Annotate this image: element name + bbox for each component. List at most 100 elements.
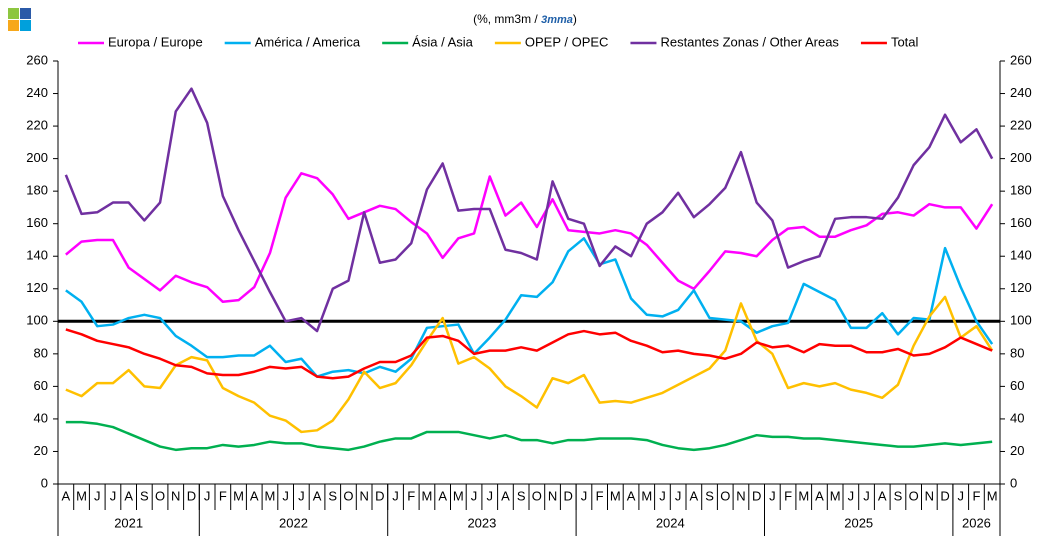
x-tick-label: O	[343, 488, 353, 503]
y-tick-label: 180	[26, 183, 48, 198]
x-tick-label: M	[265, 488, 276, 503]
x-tick-label: F	[219, 488, 227, 503]
x-tick-label: O	[532, 488, 542, 503]
x-tick-label: A	[501, 488, 510, 503]
x-tick-label: J	[848, 488, 855, 503]
x-tick-label: S	[894, 488, 903, 503]
y-tick-label: 80	[34, 345, 48, 360]
y-tick-label: 220	[26, 118, 48, 133]
y2-tick-label: 20	[1010, 443, 1024, 458]
y-tick-label: 240	[26, 85, 48, 100]
subtitle-emphasis: 3mma	[541, 14, 573, 26]
y2-tick-label: 140	[1010, 248, 1032, 263]
y-tick-label: 160	[26, 215, 48, 230]
x-tick-label: M	[641, 488, 652, 503]
y2-tick-label: 260	[1010, 52, 1032, 67]
y2-tick-label: 200	[1010, 150, 1032, 165]
x-tick-label: M	[422, 488, 433, 503]
series-line	[65, 420, 993, 452]
x-tick-label: M	[987, 488, 998, 503]
y2-tick-label: 160	[1010, 215, 1032, 230]
x-tick-label: S	[705, 488, 714, 503]
y2-tick-label: 60	[1010, 378, 1024, 393]
series-line	[65, 172, 994, 304]
subtitle-end: )	[573, 12, 577, 26]
group-label: 2025	[844, 515, 873, 530]
x-tick-label: A	[438, 488, 447, 503]
y2-tick-label: 180	[1010, 183, 1032, 198]
x-tick-label: O	[909, 488, 919, 503]
legend: Europa / Europe América / America Ásia / A…	[78, 34, 919, 49]
y2-tick-label: 220	[1010, 118, 1032, 133]
x-tick-label: N	[359, 488, 368, 503]
y2-tick-label: 40	[1010, 410, 1024, 425]
legend-label: Europa / Europe	[108, 34, 203, 49]
legend-label: Restantes Zonas / Other Areas	[660, 34, 839, 49]
x-tick-label: J	[94, 488, 101, 503]
y-tick-label: 40	[34, 410, 48, 425]
group-label: 2023	[467, 515, 496, 530]
y2-tick-label: 80	[1010, 345, 1024, 360]
x-tick-label: N	[925, 488, 934, 503]
y-tick-label: 120	[26, 280, 48, 295]
y2-tick-label: 0	[1010, 475, 1017, 490]
x-tick-label: F	[596, 488, 604, 503]
x-tick-label: O	[155, 488, 165, 503]
x-tick-label: A	[690, 488, 699, 503]
y2-tick-label: 120	[1010, 280, 1032, 295]
x-tick-label: D	[564, 488, 573, 503]
x-tick-label: M	[453, 488, 464, 503]
y-tick-label: 0	[41, 475, 48, 490]
x-tick-label: D	[375, 488, 384, 503]
x-tick-label: N	[548, 488, 557, 503]
x-tick-label: S	[328, 488, 337, 503]
legend-label: América / America	[255, 34, 361, 49]
y-tick-label: 60	[34, 378, 48, 393]
x-tick-label: A	[815, 488, 824, 503]
x-tick-label: J	[298, 488, 305, 503]
x-tick-label: A	[62, 488, 71, 503]
x-tick-label: M	[798, 488, 809, 503]
x-tick-label: M	[830, 488, 841, 503]
x-tick-label: F	[407, 488, 415, 503]
x-tick-label: J	[282, 488, 289, 503]
group-label: 2026	[962, 515, 991, 530]
x-tick-label: D	[187, 488, 196, 503]
series-line	[65, 295, 994, 434]
x-tick-label: J	[958, 488, 965, 503]
x-tick-label: J	[204, 488, 211, 503]
y-tick-label: 100	[26, 313, 48, 328]
x-tick-label: O	[720, 488, 730, 503]
series-line	[64, 87, 994, 333]
x-tick-label: A	[627, 488, 636, 503]
group-label: 2022	[279, 515, 308, 530]
series-line	[65, 328, 993, 380]
x-tick-label: A	[878, 488, 887, 503]
x-tick-label: S	[140, 488, 149, 503]
x-tick-label: M	[233, 488, 244, 503]
x-tick-label: M	[610, 488, 621, 503]
x-tick-label: J	[581, 488, 588, 503]
x-tick-label: J	[471, 488, 478, 503]
y-tick-label: 140	[26, 248, 48, 263]
logo	[8, 8, 31, 31]
group-label: 2024	[656, 515, 685, 530]
legend-label: Ásia / Asia	[412, 34, 473, 49]
x-tick-label: J	[659, 488, 666, 503]
y-tick-label: 20	[34, 443, 48, 458]
x-tick-label: N	[171, 488, 180, 503]
legend-label: OPEP / OPEC	[525, 34, 609, 49]
x-tick-label: D	[940, 488, 949, 503]
x-tick-label: D	[752, 488, 761, 503]
x-tick-label: J	[487, 488, 494, 503]
x-tick-label: J	[110, 488, 117, 503]
subtitle-text: (%, mm3m /	[473, 12, 541, 26]
x-tick-label: A	[250, 488, 259, 503]
y-tick-label: 260	[26, 52, 48, 67]
x-tick-label: J	[769, 488, 776, 503]
group-label: 2021	[114, 515, 143, 530]
x-tick-label: F	[972, 488, 980, 503]
y2-tick-label: 240	[1010, 85, 1032, 100]
